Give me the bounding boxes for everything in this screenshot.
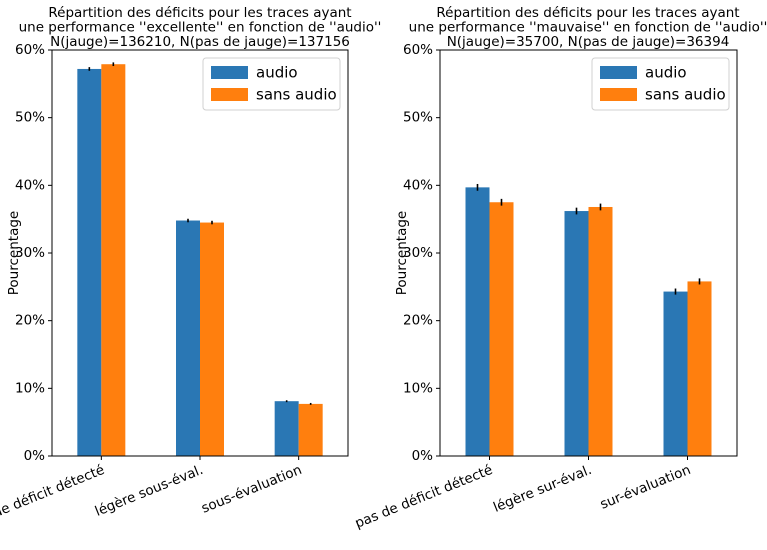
legend-swatch-sans-audio	[211, 88, 248, 101]
x-tick-label: sur-évaluation	[598, 462, 693, 513]
y-tick-label: 60%	[403, 42, 433, 58]
y-tick-label: 40%	[15, 177, 45, 193]
chart-title-line: N(jauge)=136210, N(pas de jauge)=137156	[50, 34, 350, 50]
plot-frame	[51, 49, 349, 457]
legend-label: sans audio	[645, 86, 726, 104]
y-tick-label: 20%	[15, 313, 45, 329]
legend-label: sans audio	[256, 86, 337, 104]
legend-label: audio	[256, 64, 298, 82]
chart-panel-1: Répartition des déficits pour les traces…	[0, 5, 381, 532]
y-tick-label: 10%	[403, 380, 433, 396]
chart-title-line: Répartition des déficits pour les traces…	[48, 5, 351, 21]
chart-title-line: une performance ''excellente'' en foncti…	[19, 20, 382, 36]
bar-audio	[274, 401, 299, 456]
bar-audio	[77, 68, 102, 457]
y-tick-label: 0%	[412, 448, 434, 464]
bar-sans-audio	[489, 202, 514, 456]
bar-sans-audio	[200, 222, 224, 456]
x-tick-label: légère sur-éval.	[491, 462, 594, 516]
bar-sans-audio	[687, 281, 712, 456]
y-tick-label: 60%	[15, 42, 45, 58]
y-axis-label: Pourcentage	[394, 211, 410, 295]
y-tick-label: 50%	[403, 110, 433, 126]
y-tick-label: 30%	[15, 245, 45, 261]
chart-title-line: N(jauge)=35700, N(pas de jauge)=36394	[447, 34, 730, 50]
y-tick-label: 20%	[403, 313, 433, 329]
legend-label: audio	[645, 64, 687, 82]
y-tick-label: 40%	[403, 177, 433, 193]
y-tick-label: 0%	[24, 448, 46, 464]
bar-sans-audio	[298, 403, 323, 456]
legend-swatch-sans-audio	[600, 88, 637, 101]
x-tick-label: sous-évaluation	[199, 462, 304, 517]
chart-title-line: Répartition des déficits pour les traces…	[436, 5, 739, 21]
bar-sans-audio	[588, 206, 613, 456]
legend-swatch-audio	[600, 66, 637, 79]
x-tick-label: pas de déficit détecté	[0, 462, 107, 532]
bar-audio	[564, 211, 589, 456]
bar-sans-audio	[101, 64, 126, 457]
legend-swatch-audio	[211, 66, 248, 79]
y-tick-label: 30%	[403, 245, 433, 261]
y-tick-label: 10%	[15, 380, 45, 396]
bar-audio	[465, 187, 490, 456]
chart-title-line: une performance ''mauvaise'' en fonction…	[409, 20, 767, 36]
legend: audio sans audio	[591, 57, 730, 111]
y-tick-label: 50%	[15, 110, 45, 126]
plot-frame	[439, 49, 738, 457]
bar-audio	[176, 220, 200, 456]
y-axis-label: Pourcentage	[6, 211, 22, 295]
chart-panel-2: Répartition des déficits pour les traces…	[353, 5, 767, 532]
x-tick-label: légère sous-éval.	[93, 462, 206, 520]
bar-audio	[663, 291, 688, 456]
x-tick-label: pas de déficit détecté	[353, 462, 495, 532]
legend: audio sans audio	[202, 57, 341, 111]
